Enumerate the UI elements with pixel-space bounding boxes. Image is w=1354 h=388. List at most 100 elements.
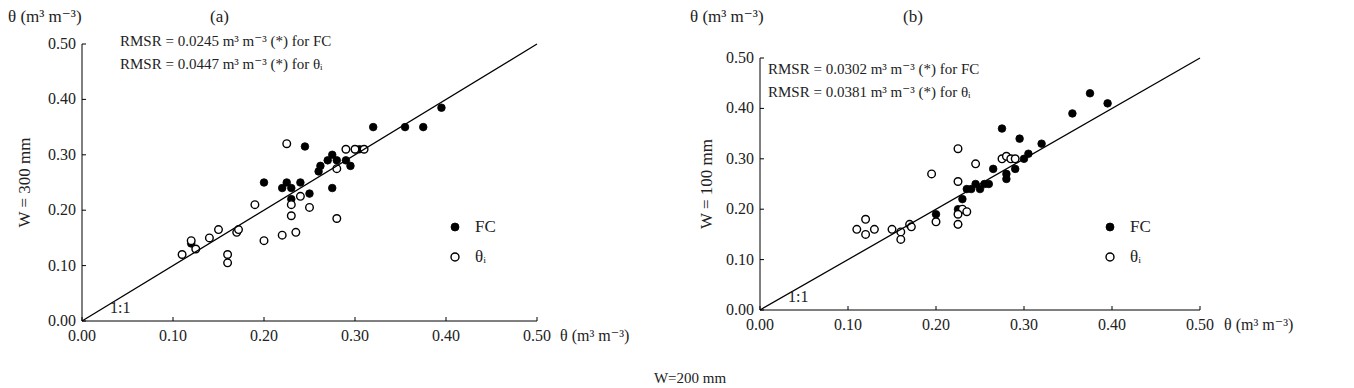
x-tick-label: 0.30 xyxy=(341,327,369,344)
y-tick-label: 0.30 xyxy=(726,150,754,167)
line-label: 1:1 xyxy=(110,299,130,316)
reference-line xyxy=(760,58,1200,310)
x-tick-label: 0.00 xyxy=(746,316,774,333)
point xyxy=(178,251,186,259)
x-tick-label: 0.50 xyxy=(1186,316,1214,333)
x-axis-label: θ (m³ m⁻³) xyxy=(560,327,629,345)
point xyxy=(1086,89,1094,97)
y-tick-label: 0.20 xyxy=(726,200,754,217)
point xyxy=(954,210,962,218)
point xyxy=(853,226,861,234)
x-tick xyxy=(1200,306,1201,310)
point xyxy=(959,195,967,203)
point xyxy=(438,104,446,112)
x-tick xyxy=(173,317,174,321)
point xyxy=(288,212,296,220)
y-axis-label: W = 100 mm xyxy=(697,139,716,229)
footer-label: W=200 mm xyxy=(654,370,727,386)
legend-marker xyxy=(451,253,459,261)
point xyxy=(369,123,377,131)
reference-line xyxy=(82,44,537,321)
point xyxy=(1016,135,1024,143)
y-tick xyxy=(82,99,86,100)
point xyxy=(288,184,296,192)
point xyxy=(1003,175,1011,183)
x-tick xyxy=(1024,306,1025,310)
y-tick xyxy=(760,259,764,260)
x-tick xyxy=(936,306,937,310)
y-tick-label: 0.30 xyxy=(48,146,76,163)
point xyxy=(954,145,962,153)
point xyxy=(351,145,359,153)
x-tick xyxy=(264,317,265,321)
point xyxy=(963,208,971,216)
point xyxy=(206,234,214,242)
annotation: RMSR = 0.0447 m³ m⁻³ (*) for θᵢ xyxy=(120,56,323,73)
point xyxy=(297,179,305,187)
point xyxy=(932,210,940,218)
legend-marker xyxy=(451,223,459,231)
y-axis xyxy=(760,58,761,310)
point xyxy=(333,215,341,223)
y-tick-label: 0.20 xyxy=(48,201,76,218)
x-tick-label: 0.10 xyxy=(834,316,862,333)
x-tick xyxy=(848,306,849,310)
point xyxy=(260,237,268,245)
x-tick xyxy=(446,317,447,321)
annotation: RMSR = 0.0381 m³ m⁻³ (*) for θᵢ xyxy=(768,84,971,101)
y-tick xyxy=(82,210,86,211)
point xyxy=(1011,155,1019,163)
annotation: RMSR = 0.0245 m³ m⁻³ (*) for FC xyxy=(120,33,331,50)
point xyxy=(888,226,896,234)
x-axis xyxy=(760,310,1200,311)
y-axis xyxy=(82,44,83,321)
x-tick-label: 0.30 xyxy=(1010,316,1038,333)
line-label: 1:1 xyxy=(788,288,808,305)
point xyxy=(292,229,300,237)
plot-area xyxy=(760,58,1200,310)
y-tick xyxy=(82,265,86,266)
point xyxy=(871,226,879,234)
x-tick-label: 0.40 xyxy=(1098,316,1126,333)
legend-marker xyxy=(1106,223,1114,231)
x-axis xyxy=(82,321,537,322)
annotation: RMSR = 0.0302 m³ m⁻³ (*) for FC xyxy=(768,61,979,78)
plot-area xyxy=(82,44,537,321)
point xyxy=(1038,140,1046,148)
point xyxy=(862,215,870,223)
point xyxy=(928,170,936,178)
point xyxy=(1011,165,1019,173)
point xyxy=(306,204,314,212)
point xyxy=(954,178,962,186)
x-tick xyxy=(1112,306,1113,310)
y-tick-label: 0.50 xyxy=(48,35,76,52)
point xyxy=(324,157,332,165)
point xyxy=(224,259,232,267)
point xyxy=(989,165,997,173)
x-tick-label: 0.40 xyxy=(432,327,460,344)
point xyxy=(251,201,259,209)
x-tick xyxy=(355,317,356,321)
y-tick-label: 0.40 xyxy=(48,90,76,107)
point xyxy=(972,160,980,168)
point xyxy=(283,140,291,148)
y-tick xyxy=(760,158,764,159)
point xyxy=(351,145,359,153)
point xyxy=(862,231,870,239)
point xyxy=(954,221,962,229)
y-tick-label: 0.50 xyxy=(726,49,754,66)
background xyxy=(0,0,1354,388)
point xyxy=(342,145,350,153)
point xyxy=(306,190,314,198)
x-tick-label: 0.00 xyxy=(68,327,96,344)
point xyxy=(419,123,427,131)
y-axis-label: W = 300 mm xyxy=(15,137,34,227)
point xyxy=(297,193,305,201)
panel: 0.000.100.200.300.400.500.000.100.200.30… xyxy=(690,7,1293,334)
y-tick xyxy=(82,154,86,155)
point xyxy=(1069,110,1077,118)
point xyxy=(347,162,355,170)
panel-title: (b) xyxy=(903,7,923,26)
point xyxy=(187,237,195,245)
figure: 0.000.100.200.300.400.500.000.100.200.30… xyxy=(0,0,1354,388)
